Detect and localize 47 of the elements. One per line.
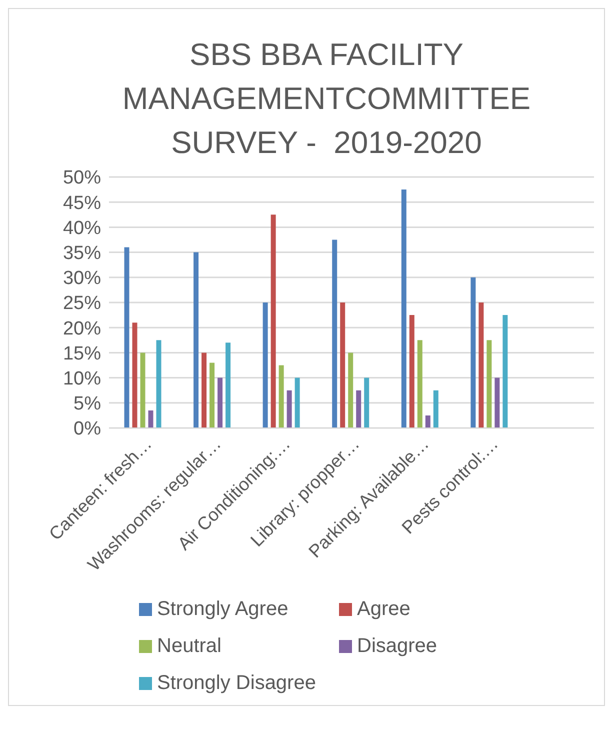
bar xyxy=(202,352,207,428)
bar xyxy=(348,352,354,428)
y-tick-label: 10% xyxy=(62,368,102,390)
y-tick-label: 0% xyxy=(74,418,102,440)
bar xyxy=(140,352,146,428)
chart-title: SBS BBA FACILITY MANAGEMENTCOMMITTEE SURVEY - 2019-2020 xyxy=(121,36,532,162)
y-tick-label: 30% xyxy=(62,268,102,290)
bar xyxy=(286,390,292,428)
bar xyxy=(486,340,492,428)
bar xyxy=(148,410,154,428)
bar xyxy=(210,362,215,428)
bar xyxy=(124,247,130,428)
bar xyxy=(401,190,406,428)
y-tick-label: 45% xyxy=(62,192,102,214)
bar xyxy=(502,315,508,428)
bar xyxy=(425,415,430,428)
y-tick-label: 50% xyxy=(62,168,102,189)
legend-label: Agree xyxy=(357,598,410,621)
y-tick-label: 35% xyxy=(62,243,102,264)
legend-label: Neutral xyxy=(157,635,222,658)
bar xyxy=(332,240,338,428)
bar xyxy=(226,342,231,428)
y-tick-label: 5% xyxy=(74,394,102,415)
bar xyxy=(262,302,268,428)
y-tick-label: 15% xyxy=(62,343,102,364)
legend-label: Strongly Agree xyxy=(157,598,288,621)
bar xyxy=(356,390,362,428)
bar xyxy=(433,390,438,428)
bar xyxy=(156,340,162,428)
bar xyxy=(494,378,500,428)
y-tick-label: 20% xyxy=(62,318,102,340)
legend-label: Strongly Disagree xyxy=(157,672,316,695)
bar xyxy=(409,315,414,428)
bar xyxy=(470,277,476,428)
bar xyxy=(478,302,484,428)
bar xyxy=(132,322,138,428)
bar xyxy=(218,378,223,428)
bar xyxy=(340,302,346,428)
bar xyxy=(417,340,422,428)
legend-label: Disagree xyxy=(357,635,438,658)
bar xyxy=(270,214,276,428)
bar xyxy=(294,378,300,428)
bar xyxy=(278,365,284,428)
bar xyxy=(194,252,199,428)
y-tick-label: 25% xyxy=(62,293,102,314)
y-tick-label: 40% xyxy=(62,218,102,239)
bar xyxy=(364,378,370,428)
